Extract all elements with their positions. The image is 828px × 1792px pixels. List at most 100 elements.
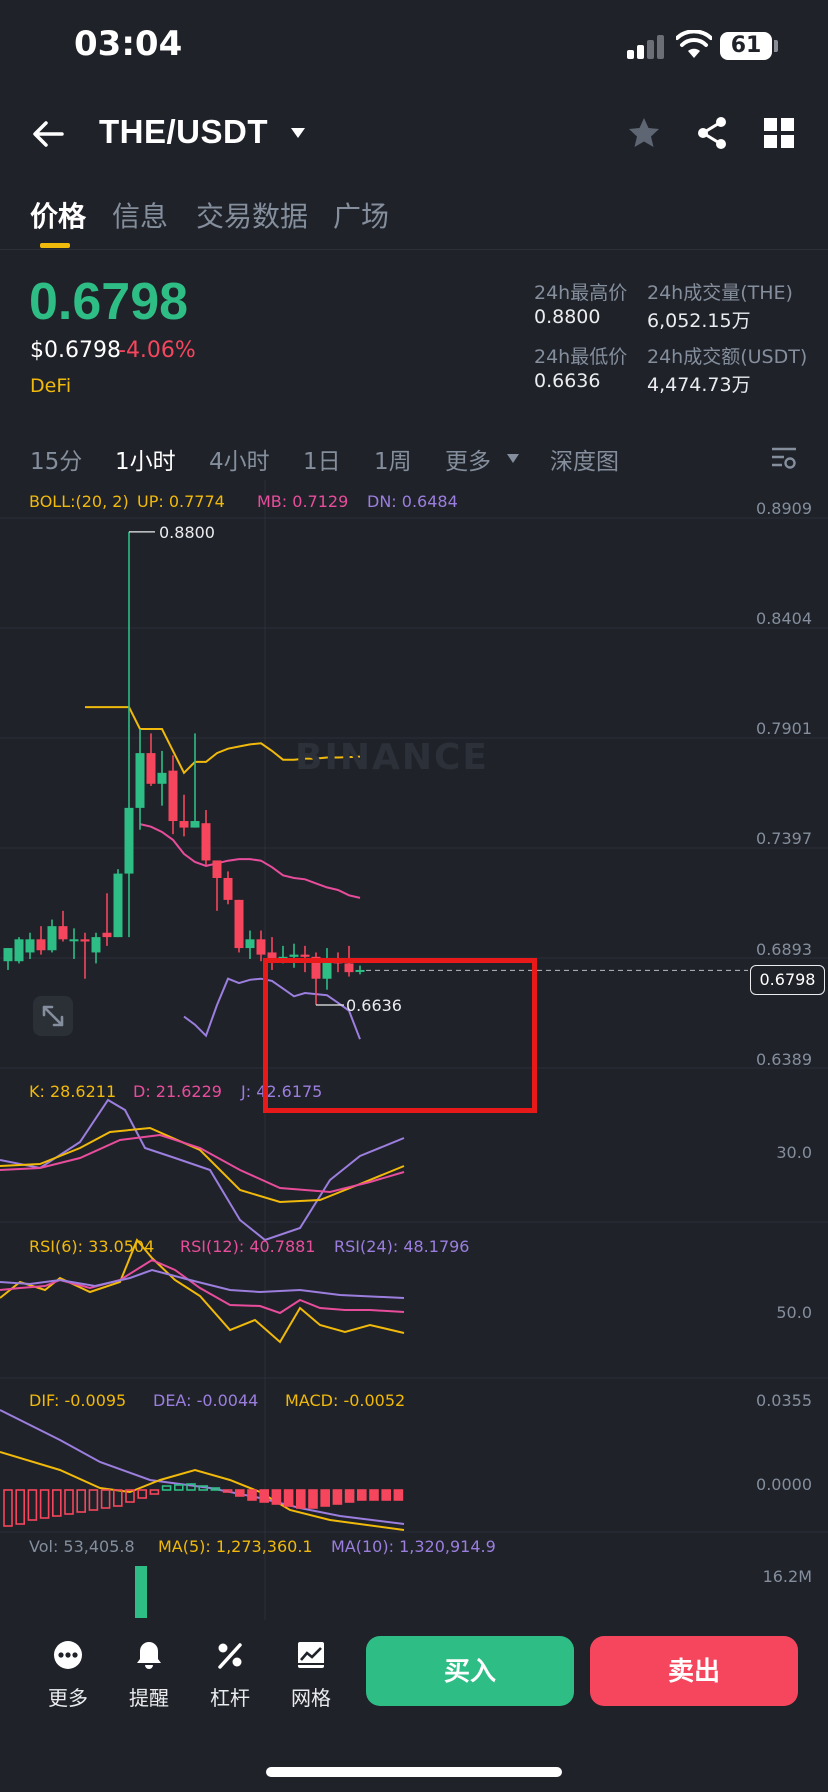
share-icon[interactable]	[694, 115, 730, 151]
tab-square[interactable]: 广场	[333, 200, 390, 233]
rsi-axis-label: 50.0	[776, 1303, 812, 1322]
macd-dea-label: DEA: -0.0044	[153, 1391, 259, 1410]
category-tag[interactable]: DeFi	[30, 375, 72, 397]
macd-histogram-bar	[198, 1485, 208, 1491]
pair-title[interactable]: THE/USDT	[99, 113, 268, 150]
high-value: 0.8800	[534, 306, 601, 328]
depth-chart-tab[interactable]: 深度图	[550, 449, 619, 475]
status-time: 03:04	[74, 24, 183, 64]
grid-menu-icon[interactable]	[762, 116, 796, 150]
status-bar: 03:04 61	[0, 0, 828, 100]
alert-action[interactable]: 提醒	[114, 1640, 184, 1730]
candle-body	[300, 954, 310, 957]
price-axis-label: 0.6893	[756, 940, 812, 959]
current-price-tag[interactable]: 0.6798	[750, 965, 825, 995]
macd-histogram-bar	[222, 1489, 233, 1493]
rsi12-label: RSI(12): 40.7881	[180, 1237, 316, 1256]
interval-1d[interactable]: 1日	[303, 449, 341, 475]
boll-params: BOLL:(20, 2)	[29, 492, 129, 511]
star-icon[interactable]	[626, 115, 662, 151]
macd-histogram-bar	[3, 1489, 13, 1527]
tab-trading-data[interactable]: 交易数据	[196, 200, 309, 233]
candle-body	[36, 939, 46, 951]
tab-info[interactable]: 信息	[112, 200, 169, 233]
volume-label: 24h成交量(THE)	[647, 282, 793, 304]
macd-dif-label: DIF: -0.0095	[29, 1391, 127, 1410]
candle-body	[289, 954, 299, 957]
candle-body	[25, 939, 35, 953]
interval-1h[interactable]: 1小时	[115, 449, 176, 475]
price-axis-label: 0.7901	[756, 719, 812, 738]
macd-histogram-bar	[39, 1489, 50, 1519]
wifi-icon	[676, 30, 712, 58]
price-axis-label: 0.8404	[756, 609, 812, 628]
kline-chart[interactable]: 0.8800 0.6636	[0, 480, 828, 1620]
binance-watermark: BINANCE	[295, 737, 489, 778]
candle-body	[47, 926, 57, 951]
boll-dn-line	[183, 977, 361, 1040]
macd-histogram-bar	[125, 1489, 135, 1503]
candle-body	[146, 753, 156, 784]
more-caret-icon[interactable]	[507, 454, 519, 463]
candle-body	[344, 963, 354, 973]
macd-dea-line	[0, 1409, 405, 1525]
price-axis-label: 0.7397	[756, 829, 812, 848]
macd-histogram-bar	[369, 1489, 379, 1501]
candle-body	[80, 939, 90, 942]
low-price-mark: 0.6636	[346, 996, 402, 1015]
fullscreen-expand-icon[interactable]	[33, 996, 73, 1036]
grid-action[interactable]: 网格	[276, 1640, 346, 1730]
macd-value-label: MACD: -0.0052	[285, 1391, 406, 1410]
candle-body	[58, 926, 68, 940]
macd-dif-line	[0, 1451, 405, 1531]
vol-label: Vol: 53,405.8	[29, 1537, 135, 1556]
kdj-d-line	[0, 1133, 405, 1194]
bell-icon	[137, 1642, 161, 1669]
candle-body	[256, 939, 266, 955]
candle-body	[135, 753, 145, 808]
buy-button[interactable]: 买入	[366, 1636, 574, 1706]
chart-settings-icon[interactable]	[770, 446, 798, 472]
macd-histogram-bar	[332, 1489, 343, 1505]
price-axis-label: 0.6389	[756, 1050, 812, 1069]
amount-label: 24h成交额(USDT)	[647, 346, 808, 368]
macd-axis-label: 0.0000	[756, 1475, 812, 1494]
kdj-d-label: D: 21.6229	[133, 1082, 222, 1101]
cellular-signal-icon	[627, 35, 665, 59]
macd-histogram-bar	[210, 1487, 221, 1491]
macd-histogram-bar	[271, 1489, 282, 1505]
home-indicator	[266, 1767, 562, 1777]
more-action[interactable]: 更多	[33, 1640, 103, 1730]
more-dots-icon	[54, 1641, 82, 1669]
interval-more[interactable]: 更多	[445, 449, 491, 475]
rsi24-label: RSI(24): 48.1796	[334, 1237, 470, 1256]
interval-1w[interactable]: 1周	[374, 449, 412, 475]
last-price: 0.6798	[29, 273, 189, 331]
candle-body	[212, 860, 222, 878]
price-change: -4.06%	[118, 338, 196, 363]
candle-body	[267, 952, 277, 960]
candle-body	[69, 939, 79, 942]
boll-up-label: UP: 0.7774	[137, 492, 225, 511]
kdj-axis-label: 30.0	[776, 1143, 812, 1162]
battery-icon: 61	[720, 32, 772, 60]
back-arrow-icon[interactable]	[30, 116, 66, 152]
interval-4h[interactable]: 4小时	[209, 449, 270, 475]
macd-histogram-bar	[247, 1489, 257, 1501]
caret-down-icon[interactable]	[290, 127, 306, 139]
macd-histogram-bar	[320, 1489, 331, 1507]
macd-histogram-bar	[283, 1489, 294, 1507]
vol-ma10-label: MA(10): 1,320,914.9	[331, 1537, 496, 1556]
candle-body	[102, 932, 112, 938]
sell-button[interactable]: 卖出	[590, 1636, 798, 1706]
candle-body	[179, 821, 189, 828]
leverage-action[interactable]: 杠杆	[195, 1640, 265, 1730]
macd-histogram-bar	[344, 1489, 355, 1503]
more-label: 更多	[48, 1686, 88, 1710]
macd-histogram-bar	[27, 1489, 38, 1521]
macd-histogram-bar	[259, 1489, 270, 1503]
bottom-action-bar: 更多 提醒 杠杆 网格 买入 卖出	[0, 1620, 828, 1792]
tab-price[interactable]: 价格	[30, 200, 87, 233]
interval-15m[interactable]: 15分	[30, 449, 83, 475]
kdj-k-line	[0, 1126, 405, 1204]
